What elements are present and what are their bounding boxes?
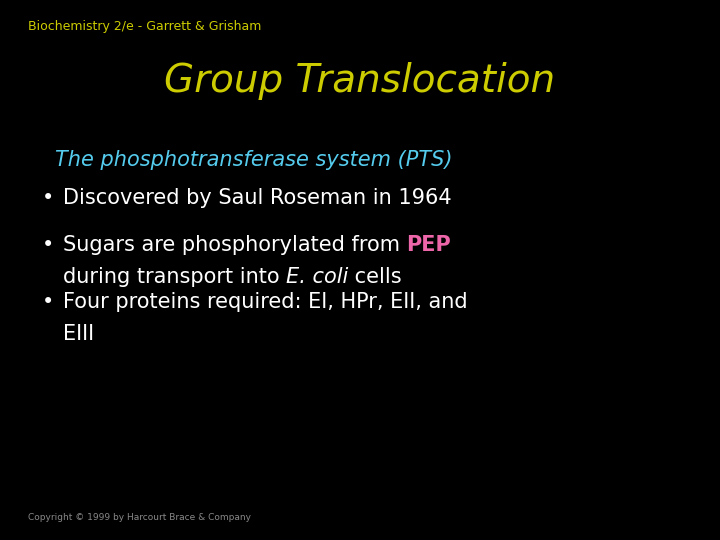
Text: Sugars are phosphorylated from: Sugars are phosphorylated from [63,235,407,255]
Text: Group Translocation: Group Translocation [164,62,556,100]
Text: The phosphotransferase system (PTS): The phosphotransferase system (PTS) [55,150,452,170]
Text: •: • [42,292,54,312]
Text: cells: cells [348,267,402,287]
Text: EIII: EIII [63,324,94,344]
Text: Four proteins required: EI, HPr, EII, and: Four proteins required: EI, HPr, EII, an… [63,292,467,312]
Text: Biochemistry 2/e - Garrett & Grisham: Biochemistry 2/e - Garrett & Grisham [28,20,261,33]
Text: Copyright © 1999 by Harcourt Brace & Company: Copyright © 1999 by Harcourt Brace & Com… [28,513,251,522]
Text: during transport into: during transport into [63,267,287,287]
Text: •: • [42,188,54,208]
Text: E. coli: E. coli [287,267,348,287]
Text: Discovered by Saul Roseman in 1964: Discovered by Saul Roseman in 1964 [63,188,451,208]
Text: •: • [42,235,54,255]
Text: PEP: PEP [407,235,451,255]
